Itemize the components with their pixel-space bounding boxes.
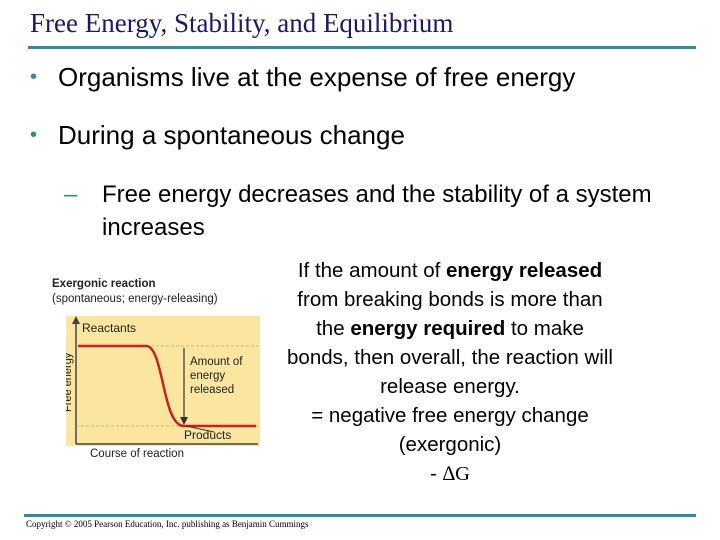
reactants-label: Reactants — [82, 321, 136, 335]
released-label-line-3: released — [190, 384, 234, 396]
diagram-plot: Free energy Reactants Amount of energy r… — [66, 316, 260, 446]
caption-line-3: the energy required to make — [258, 314, 642, 343]
caption-line-1: If the amount of energy released — [258, 256, 642, 285]
released-arrow-head-icon — [180, 417, 188, 425]
bullet-2: • During a spontaneous change — [30, 120, 405, 151]
caption-line-7: (exergonic) — [398, 433, 502, 456]
caption-delta-g: ∆G — [442, 463, 470, 485]
bullet-2-text: During a spontaneous change — [58, 120, 405, 150]
slide-title: Free Energy, Stability, and Equilibrium — [30, 8, 454, 38]
explanation-text: If the amount of energy released from br… — [258, 256, 642, 489]
bullet-dot-icon: • — [30, 124, 38, 146]
products-pointer — [185, 425, 215, 433]
caption-line-6: = negative free energy change — [311, 404, 589, 427]
bullet-1-text: Organisms live at the expense of free en… — [58, 62, 576, 92]
title-divider — [28, 46, 696, 49]
caption-line-2: from breaking bonds is more than — [297, 288, 603, 311]
released-label-line-2: energy — [190, 370, 225, 382]
footer-divider — [24, 514, 696, 517]
sub-bullet-text: Free energy decreases and the stability … — [102, 181, 652, 241]
caption-line-1-a: If the amount of — [297, 259, 447, 282]
x-axis-label: Course of reaction — [90, 448, 184, 460]
caption-line-5: release energy. — [380, 375, 520, 398]
caption-minus: - — [430, 462, 443, 485]
sub-bullet-dash-icon: – — [64, 181, 78, 208]
y-axis-label: Free energy — [66, 352, 74, 412]
exergonic-diagram: Exergonic reaction (spontaneous; energy-… — [52, 278, 260, 468]
energy-curve — [78, 344, 256, 428]
caption-line-4: bonds, then overall, the reaction will — [287, 346, 613, 369]
copyright-notice: Copyright © 2005 Pearson Education, Inc.… — [26, 519, 309, 529]
bullet-dot-icon: • — [30, 66, 38, 88]
diagram-subtitle: (spontaneous; energy-releasing) — [52, 293, 218, 305]
caption-energy-required: energy required — [350, 317, 506, 340]
caption-line-3-c: to make — [505, 317, 584, 340]
y-axis-arrow-icon — [72, 316, 80, 324]
products-label: Products — [184, 428, 231, 442]
sub-bullet: – Free energy decreases and the stabilit… — [64, 178, 684, 244]
released-label-line-1: Amount of — [190, 356, 243, 368]
diagram-title: Exergonic reaction — [52, 278, 156, 290]
caption-line-3-a: the — [316, 317, 351, 340]
caption-line-8: - ∆G — [258, 459, 642, 489]
bullet-1: • Organisms live at the expense of free e… — [30, 62, 575, 93]
caption-energy-released: energy released — [446, 259, 603, 282]
